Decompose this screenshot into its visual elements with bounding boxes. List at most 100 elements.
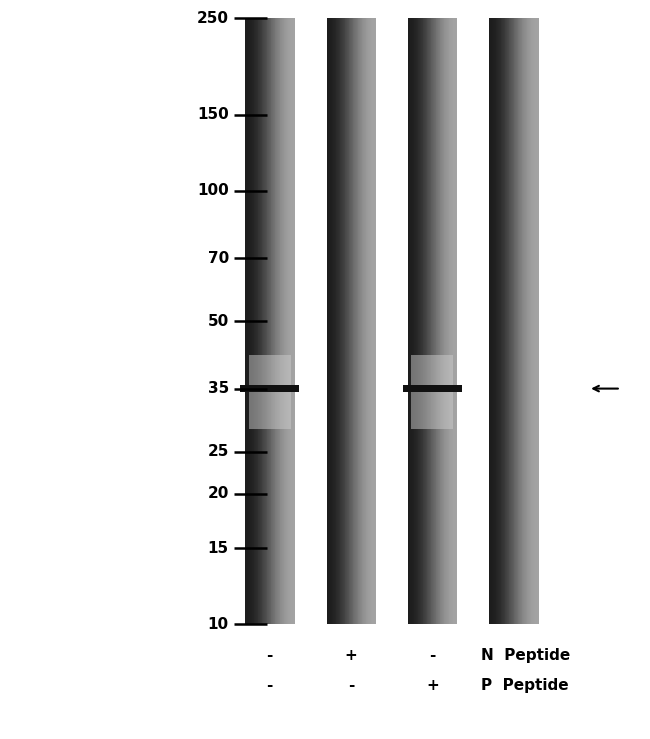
FancyBboxPatch shape	[240, 385, 299, 392]
Bar	[526, 18, 528, 624]
FancyBboxPatch shape	[403, 385, 462, 392]
Bar	[346, 18, 348, 624]
Bar	[410, 18, 412, 624]
Bar	[439, 18, 440, 624]
Bar	[503, 18, 504, 624]
Bar	[448, 18, 449, 624]
Bar	[354, 18, 355, 624]
Bar	[447, 18, 448, 624]
Bar	[368, 18, 369, 624]
Bar	[491, 18, 492, 624]
Bar	[412, 18, 413, 624]
Bar	[246, 18, 248, 624]
Bar	[436, 18, 437, 624]
Bar	[274, 18, 276, 624]
Bar	[437, 18, 439, 624]
Bar	[511, 18, 513, 624]
Bar	[530, 18, 532, 624]
Bar	[506, 18, 508, 624]
Bar	[416, 18, 417, 624]
Bar	[498, 18, 500, 624]
Bar	[335, 18, 337, 624]
Bar	[348, 18, 349, 624]
Bar	[426, 18, 428, 624]
Bar	[247, 18, 248, 624]
Bar	[528, 18, 530, 624]
Bar	[524, 18, 525, 624]
Text: 25: 25	[207, 444, 229, 460]
Bar	[493, 18, 494, 624]
Bar	[519, 18, 520, 624]
Bar	[432, 18, 433, 624]
Bar	[331, 18, 332, 624]
Bar	[507, 18, 508, 624]
Bar	[522, 18, 523, 624]
Text: 50: 50	[207, 314, 229, 329]
Bar	[281, 18, 283, 624]
Bar	[494, 18, 495, 624]
Bar	[523, 18, 524, 624]
Bar	[339, 18, 341, 624]
Bar	[537, 18, 538, 624]
Bar	[527, 18, 529, 624]
Bar	[419, 18, 420, 624]
Bar	[497, 18, 499, 624]
Bar	[344, 18, 346, 624]
Bar	[521, 18, 523, 624]
Text: +: +	[344, 648, 358, 663]
Bar	[347, 18, 348, 624]
Bar	[263, 18, 264, 624]
Bar	[493, 18, 495, 624]
Bar	[272, 18, 273, 624]
Text: -: -	[266, 648, 273, 663]
Bar	[341, 18, 342, 624]
Bar	[444, 18, 445, 624]
Text: N  Peptide: N Peptide	[481, 648, 570, 663]
Bar	[348, 18, 350, 624]
Bar	[432, 18, 434, 624]
Bar	[455, 18, 456, 624]
Bar	[280, 18, 281, 624]
Bar	[254, 18, 255, 624]
Bar	[332, 18, 333, 624]
Bar	[374, 18, 375, 624]
Text: 250: 250	[197, 11, 229, 26]
Bar	[344, 18, 345, 624]
Bar	[496, 18, 497, 624]
Bar	[419, 18, 421, 624]
Bar	[520, 18, 521, 624]
Bar	[267, 18, 269, 624]
Bar	[367, 18, 368, 624]
Bar	[431, 18, 432, 624]
Bar	[534, 18, 536, 624]
Bar	[272, 18, 274, 624]
Bar	[333, 18, 335, 624]
Bar	[456, 18, 458, 624]
Bar	[353, 18, 354, 624]
Bar	[365, 18, 367, 624]
Bar	[436, 18, 438, 624]
Bar	[259, 18, 261, 624]
Bar	[489, 18, 491, 624]
Bar	[509, 18, 510, 624]
Bar	[532, 18, 534, 624]
Bar	[269, 18, 270, 624]
Bar	[338, 18, 339, 624]
Bar	[273, 18, 274, 624]
Bar	[256, 18, 257, 624]
Bar	[259, 18, 260, 624]
Bar	[370, 18, 372, 624]
Bar	[254, 18, 255, 624]
Bar	[409, 18, 410, 624]
Bar	[530, 18, 531, 624]
Bar	[328, 18, 329, 624]
Bar	[280, 18, 281, 624]
Bar	[260, 18, 261, 624]
Bar	[512, 18, 514, 624]
Bar	[328, 18, 330, 624]
Bar	[350, 18, 352, 624]
Bar	[285, 18, 286, 624]
Bar	[422, 18, 423, 624]
Bar	[448, 18, 450, 624]
Bar	[516, 18, 517, 624]
